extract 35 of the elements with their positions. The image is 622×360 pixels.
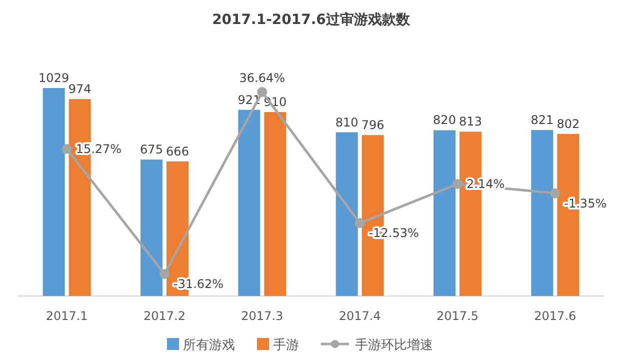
legend-label: 所有游戏 <box>183 338 235 353</box>
point <box>550 188 560 198</box>
data-label: 813 <box>459 114 482 129</box>
x-tick-label: 2017.1 <box>46 309 88 323</box>
bar <box>140 160 162 296</box>
data-label: 974 <box>68 82 92 96</box>
bar <box>42 88 65 296</box>
point <box>257 87 268 97</box>
data-label: 2.14% <box>466 176 505 191</box>
bar <box>238 110 260 296</box>
bar <box>336 132 358 296</box>
x-tick-label: 2017.3 <box>241 309 284 323</box>
data-label: 802 <box>556 116 580 131</box>
data-label: 1029 <box>38 71 70 85</box>
x-tick-label: 2017.6 <box>534 309 576 323</box>
data-label: 796 <box>361 118 384 132</box>
data-label: 821 <box>530 113 554 128</box>
point <box>160 269 170 279</box>
x-tick-label: 2017.4 <box>338 309 381 323</box>
bar <box>531 130 554 296</box>
point <box>452 178 462 189</box>
bar <box>264 112 286 296</box>
data-label: 36.64% <box>239 71 286 85</box>
legend-label: 手游环比增速 <box>355 338 433 353</box>
x-tick-label: 2017.2 <box>144 309 186 323</box>
point <box>354 218 365 228</box>
chart-title: 2017.1-2017.6过审游戏款数 <box>212 11 411 28</box>
data-label: 675 <box>140 142 163 157</box>
bar <box>434 130 456 296</box>
point <box>62 144 72 154</box>
legend-label: 手游 <box>273 338 299 353</box>
data-label: 666 <box>166 144 189 158</box>
x-tick-label: 2017.5 <box>436 309 478 323</box>
data-label: 810 <box>335 115 358 130</box>
data-label: 820 <box>433 113 456 128</box>
